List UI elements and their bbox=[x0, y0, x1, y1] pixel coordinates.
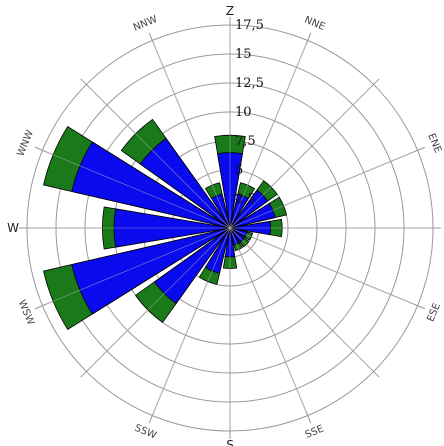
spoke-overlay-nne bbox=[229, 44, 307, 229]
direction-label-wnw: WNW bbox=[16, 129, 37, 158]
tick-label-6: 15 bbox=[235, 47, 252, 62]
spoke-overlay-sse bbox=[229, 227, 307, 412]
spoke-overlay-sw bbox=[89, 227, 231, 369]
direction-label-ssw: SSW bbox=[133, 423, 158, 442]
spoke-overlay-nnw bbox=[153, 44, 231, 229]
direction-label-nnw: NNW bbox=[132, 14, 159, 34]
spoke-overlay-se bbox=[229, 227, 371, 369]
direction-label-w: W bbox=[7, 221, 19, 235]
spoke-overlay-nw bbox=[89, 87, 231, 229]
spoke-overlay-wnw bbox=[46, 151, 231, 229]
direction-label-s: S bbox=[226, 438, 234, 446]
spoke-overlay-ese bbox=[229, 227, 414, 305]
direction-label-ene: ENE bbox=[425, 132, 443, 155]
spoke-overlay-wsw bbox=[46, 227, 231, 305]
direction-label-nne: NNE bbox=[303, 15, 327, 33]
tick-label-3: 7,5 bbox=[235, 134, 256, 149]
tick-label-4: 10 bbox=[235, 105, 252, 120]
direction-label-sse: SSE bbox=[304, 423, 326, 440]
spoke-overlay-ene bbox=[229, 151, 414, 229]
wind-bars bbox=[31, 29, 429, 427]
tick-label-5: 12,5 bbox=[235, 76, 264, 91]
tick-label-2: 5 bbox=[235, 163, 243, 178]
spoke-overlay-ne bbox=[229, 87, 371, 229]
direction-label-n: Z bbox=[226, 4, 234, 18]
radial-tick-labels: 2,5 5 7,5 10 12,5 15 17,5 bbox=[235, 18, 264, 207]
tick-label-1: 2,5 bbox=[235, 192, 256, 207]
direction-label-wsw: WSW bbox=[16, 298, 36, 326]
tick-label-7: 17,5 bbox=[235, 18, 264, 33]
spoke-overlay-ssw bbox=[153, 227, 231, 412]
direction-label-ese: ESE bbox=[425, 302, 442, 324]
